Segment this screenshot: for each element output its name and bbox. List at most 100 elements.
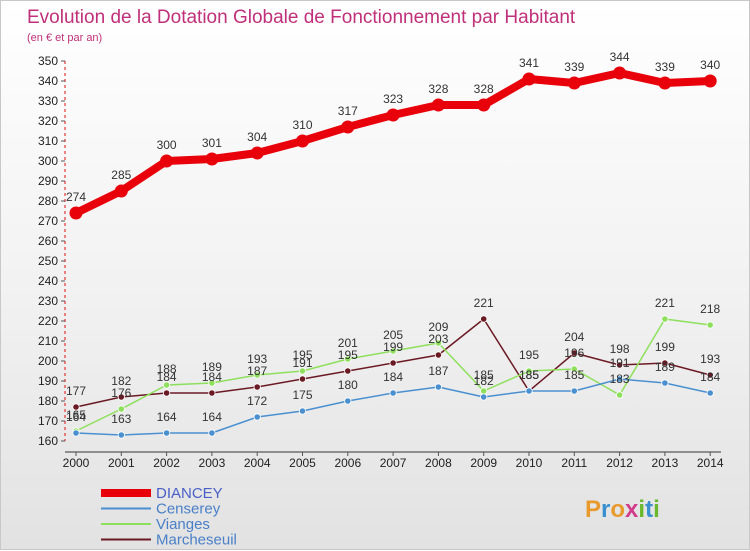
point-diancey xyxy=(703,74,717,88)
x-tick-label: 2011 xyxy=(561,456,587,470)
x-tick-label: 2012 xyxy=(606,456,633,470)
data-label-diancey: 341 xyxy=(519,56,539,70)
x-tick-label: 2000 xyxy=(63,456,90,470)
data-label-censerey: 185 xyxy=(519,368,539,382)
point-marcheseuil xyxy=(706,371,714,379)
data-label-vianges: 183 xyxy=(610,372,630,386)
data-label-censerey: 182 xyxy=(474,374,494,388)
point-marcheseuil xyxy=(72,403,80,411)
data-label-vianges: 193 xyxy=(247,352,267,366)
point-marcheseuil xyxy=(344,367,352,375)
data-label-vianges: 185 xyxy=(474,368,494,382)
point-marcheseuil xyxy=(298,375,307,383)
x-tick-label: 2008 xyxy=(425,456,452,470)
data-label-marcheseuil: 182 xyxy=(111,374,131,388)
y-tick-label: 240 xyxy=(38,274,58,288)
data-label-censerey: 164 xyxy=(157,410,177,424)
y-tick-label: 340 xyxy=(38,74,58,88)
y-tick-label: 170 xyxy=(38,414,58,428)
logo-letter: x xyxy=(625,496,639,523)
x-tick-label: 2006 xyxy=(334,456,361,470)
point-marcheseuil xyxy=(208,389,216,397)
data-label-diancey: 344 xyxy=(610,50,630,64)
data-label-marcheseuil: 199 xyxy=(655,340,675,354)
x-tick-label: 2004 xyxy=(244,456,271,470)
y-tick-label: 230 xyxy=(38,294,58,308)
y-tick-label: 190 xyxy=(38,374,58,388)
point-diancey xyxy=(69,206,83,220)
data-label-vianges: 188 xyxy=(157,362,177,376)
data-label-marcheseuil: 195 xyxy=(338,348,358,362)
series-line-censerey xyxy=(75,378,711,436)
point-diancey xyxy=(567,76,581,90)
point-censerey xyxy=(480,393,488,401)
data-label-censerey: 189 xyxy=(655,360,675,374)
point-vianges xyxy=(253,371,261,379)
data-label-diancey: 340 xyxy=(700,58,720,72)
proxiti-logo: Proxiti xyxy=(585,496,660,523)
point-vianges xyxy=(434,339,442,347)
point-vianges xyxy=(480,387,488,395)
chart-title: Evolution de la Dotation Globale de Fonc… xyxy=(27,7,576,28)
point-marcheseuil xyxy=(661,359,669,367)
data-label-diancey: 304 xyxy=(247,130,267,144)
y-tick-label: 310 xyxy=(38,134,58,148)
point-diancey xyxy=(250,146,264,160)
point-diancey xyxy=(477,98,491,112)
data-label-diancey: 301 xyxy=(202,136,222,150)
data-label-marcheseuil: 184 xyxy=(202,370,222,384)
y-tick-label: 210 xyxy=(38,334,58,348)
data-label-diancey: 339 xyxy=(564,60,584,74)
point-censerey xyxy=(117,431,125,439)
point-marcheseuil xyxy=(163,389,171,397)
point-diancey xyxy=(114,184,128,198)
data-label-diancey: 310 xyxy=(292,118,312,132)
data-label-vianges: 196 xyxy=(564,346,584,360)
data-label-censerey: 191 xyxy=(610,356,630,370)
chart-series xyxy=(69,66,717,439)
data-label-marcheseuil: 184 xyxy=(157,370,177,384)
chart-subtitle: (en € et par an) xyxy=(27,32,102,44)
data-label-censerey: 163 xyxy=(111,412,131,426)
point-diancey xyxy=(341,120,355,134)
y-tick-label: 280 xyxy=(38,194,58,208)
point-censerey xyxy=(706,389,714,397)
y-tick-label: 290 xyxy=(38,174,58,188)
data-label-censerey: 172 xyxy=(247,394,267,408)
data-label-marcheseuil: 203 xyxy=(428,332,448,346)
data-label-censerey: 180 xyxy=(338,378,358,392)
point-censerey xyxy=(661,379,669,387)
x-tick-label: 2005 xyxy=(289,456,316,470)
y-tick-label: 300 xyxy=(38,154,58,168)
data-label-censerey: 164 xyxy=(66,410,86,424)
x-tick-label: 2013 xyxy=(652,456,679,470)
x-tick-label: 2001 xyxy=(108,456,135,470)
point-marcheseuil xyxy=(615,361,624,369)
point-censerey xyxy=(163,429,171,437)
data-label-vianges: 195 xyxy=(292,348,312,362)
point-vianges xyxy=(344,355,352,363)
point-diancey xyxy=(613,66,627,80)
logo-letter: i xyxy=(653,496,660,523)
y-tick-label: 200 xyxy=(38,354,58,368)
point-censerey xyxy=(72,429,80,437)
x-tick-label: 2010 xyxy=(516,456,543,470)
data-label-diancey: 323 xyxy=(383,92,403,106)
data-label-censerey: 187 xyxy=(428,364,448,378)
point-diancey xyxy=(160,154,174,168)
data-label-diancey: 285 xyxy=(111,168,131,182)
point-marcheseuil xyxy=(253,383,261,391)
data-label-diancey: 328 xyxy=(474,82,494,96)
data-label-diancey: 339 xyxy=(655,60,675,74)
y-tick-label: 350 xyxy=(38,54,58,68)
point-marcheseuil xyxy=(570,349,578,357)
data-label-diancey: 274 xyxy=(66,190,86,204)
point-vianges xyxy=(661,315,669,323)
legend-label-marcheseuil: Marcheseuil xyxy=(156,532,237,549)
data-label-marcheseuil: 221 xyxy=(474,296,494,310)
point-censerey xyxy=(389,389,397,397)
data-label-marcheseuil: 198 xyxy=(610,342,630,356)
data-label-censerey: 184 xyxy=(700,370,720,384)
logo-letter: t xyxy=(645,496,653,523)
